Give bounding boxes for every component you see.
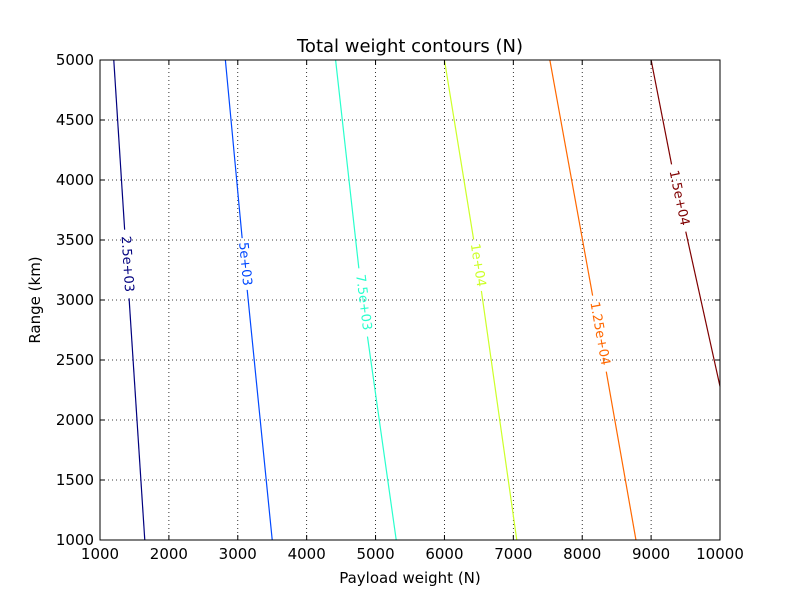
contour-line-segment bbox=[650, 59, 673, 165]
contour-line-segment bbox=[366, 336, 397, 541]
contour-label: 2.5e+03 bbox=[118, 236, 137, 293]
contour-lines bbox=[113, 59, 721, 541]
contour-line-segment bbox=[128, 298, 146, 541]
y-axis-label: Range (km) bbox=[26, 256, 44, 343]
y-tick-label: 3000 bbox=[56, 291, 94, 309]
contour-line-segment bbox=[113, 59, 126, 230]
ticks: 1000 2000 3000 4000 5000 6000 7000 8000 9000 1000… bbox=[56, 51, 744, 563]
x-axis-label: Payload weight (N) bbox=[339, 569, 481, 587]
y-tick-label: 2500 bbox=[56, 351, 94, 369]
x-tick-label: 1000 bbox=[81, 545, 119, 563]
contour-label: 7.5e+03 bbox=[352, 274, 374, 332]
chart-title: Total weight contours (N) bbox=[296, 36, 523, 57]
contour-line-segment bbox=[549, 59, 594, 296]
contour-label: 5e+03 bbox=[235, 242, 254, 287]
y-tick-label: 1000 bbox=[56, 531, 94, 549]
y-tick-label: 4000 bbox=[56, 171, 94, 189]
contour-line-segment bbox=[685, 231, 721, 387]
x-tick-label: 9000 bbox=[632, 545, 670, 563]
x-tick-label: 6000 bbox=[425, 545, 463, 563]
contour-line-segment bbox=[605, 371, 637, 541]
y-tick-label: 4500 bbox=[56, 111, 94, 129]
contour-label: 1e+04 bbox=[467, 242, 488, 287]
y-tick-label: 2000 bbox=[56, 411, 94, 429]
x-tick-label: 10000 bbox=[696, 545, 744, 563]
y-tick-label: 1500 bbox=[56, 471, 94, 489]
x-tick-label: 3000 bbox=[219, 545, 257, 563]
x-tick-label: 5000 bbox=[356, 545, 394, 563]
x-tick-label: 2000 bbox=[150, 545, 188, 563]
contour-line-segment bbox=[480, 290, 518, 541]
x-tick-label: 4000 bbox=[288, 545, 326, 563]
x-tick-label: 7000 bbox=[494, 545, 532, 563]
x-tick-label: 8000 bbox=[563, 545, 601, 563]
contour-line-segment bbox=[246, 289, 273, 541]
contour-line-segment bbox=[335, 59, 360, 269]
y-tick-label: 3500 bbox=[56, 231, 94, 249]
y-tick-label: 5000 bbox=[56, 51, 94, 69]
contour-line-segment bbox=[224, 59, 243, 239]
contour-line-segment bbox=[443, 59, 475, 240]
